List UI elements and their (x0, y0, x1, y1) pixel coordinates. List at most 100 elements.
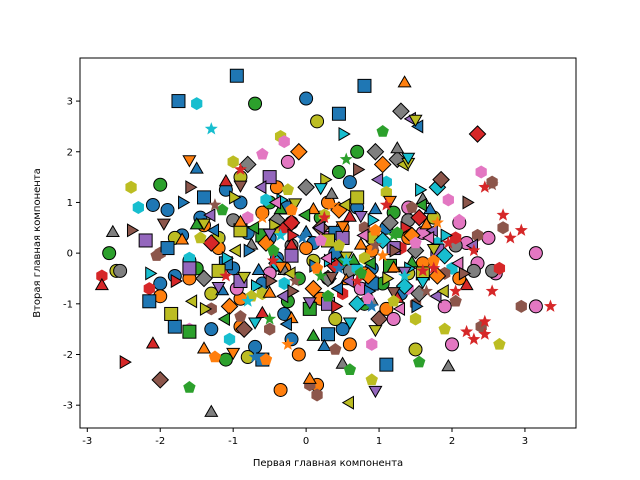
data-point-circle (331, 165, 346, 180)
data-point-circle (248, 96, 263, 111)
data-point-square (182, 261, 197, 276)
data-point-circle (310, 114, 325, 129)
data-point-pentagon (256, 147, 269, 160)
data-point-diamond (468, 125, 487, 143)
data-point-circle (160, 203, 175, 218)
data-point-star (460, 324, 474, 338)
data-point-triangle-up (105, 224, 120, 237)
data-point-star (255, 210, 269, 224)
data-point-square (171, 94, 186, 109)
data-point-star (485, 177, 499, 191)
data-point-triangle-up (175, 232, 190, 245)
data-point-star (467, 243, 481, 257)
data-point-triangle-up (255, 305, 270, 319)
data-point-pentagon (449, 294, 462, 307)
data-point-triangle-up (284, 237, 299, 250)
data-point-triangle-down (368, 385, 383, 399)
data-point-triangle-right (353, 162, 366, 177)
data-point-circle (335, 322, 350, 337)
data-point-triangle-down (342, 317, 357, 330)
data-point-square (357, 78, 372, 93)
data-point-circle (328, 312, 343, 327)
data-point-triangle-up (306, 328, 321, 341)
data-point-star (350, 274, 364, 287)
data-point-triangle-down (368, 325, 383, 338)
x-tick-label: -3 (82, 436, 92, 447)
data-point-hexagon (264, 322, 276, 336)
data-point-triangle-up (317, 338, 332, 351)
x-tick-label: -2 (155, 436, 165, 447)
data-point-triangle-right (462, 195, 475, 210)
data-point-circle (273, 382, 288, 397)
data-point-triangle-left (363, 256, 376, 271)
x-tick-label: 0 (303, 436, 309, 447)
data-point-square (164, 306, 179, 321)
data-point-circle (102, 246, 117, 261)
data-point-diamond (348, 294, 367, 313)
data-point-triangle-down (248, 317, 263, 330)
data-point-diamond (395, 277, 414, 295)
data-point-triangle-down (324, 271, 339, 285)
data-point-triangle-right (415, 182, 428, 197)
data-point-triangle-up (368, 201, 383, 215)
data-point-triangle-left (370, 172, 384, 187)
data-point-triangle-up (353, 237, 368, 250)
data-point-hexagon (409, 312, 422, 326)
data-point-hexagon (475, 165, 487, 179)
data-point-star (241, 294, 255, 307)
y-axis-label: Вторая главная компонента (32, 168, 43, 318)
data-point-star (379, 198, 393, 211)
data-point-pentagon (321, 289, 335, 302)
data-point-star (467, 332, 481, 345)
data-point-triangle-right (243, 243, 256, 258)
data-point-diamond (428, 267, 447, 285)
data-point-triangle-down (262, 228, 277, 242)
data-point-circle (342, 175, 357, 190)
data-point-hexagon (227, 155, 239, 169)
data-point-triangle-left (338, 197, 351, 213)
data-point-triangle-down (313, 183, 328, 196)
data-point-triangle-up (419, 217, 434, 230)
data-point-pentagon (267, 244, 280, 256)
data-point-diamond (366, 142, 385, 161)
data-point-hexagon (366, 337, 378, 351)
data-point-circle (408, 342, 423, 357)
data-point-triangle-up (262, 285, 277, 298)
data-point-diamond (202, 234, 221, 252)
data-point-star (496, 208, 510, 221)
x-tick-label: -1 (228, 436, 238, 447)
data-point-star (325, 198, 339, 211)
data-point-pentagon (234, 309, 247, 322)
data-point-star (219, 269, 233, 282)
points-layer (94, 68, 557, 417)
data-point-triangle-up (386, 260, 401, 273)
data-point-star (503, 231, 517, 244)
x-axis-label: Первая главная компонента (253, 458, 403, 469)
data-point-triangle-up (233, 214, 248, 227)
data-point-star (514, 223, 528, 236)
data-point-circle (386, 312, 401, 327)
data-point-triangle-up (459, 277, 474, 291)
data-point-diamond (410, 208, 429, 227)
data-point-triangle-down (273, 261, 288, 274)
data-point-triangle-down (415, 276, 430, 290)
data-point-circle (481, 230, 496, 245)
data-point-circle (291, 347, 306, 362)
data-point-star (416, 264, 430, 277)
data-point-pentagon (405, 201, 419, 213)
data-point-triangle-right (170, 273, 183, 289)
data-point-triangle-right (411, 299, 424, 314)
data-point-pentagon (216, 203, 229, 216)
data-point-triangle-right (199, 301, 213, 316)
data-point-triangle-left (451, 256, 464, 271)
data-point-square (197, 190, 211, 205)
data-point-circle (350, 144, 365, 159)
data-point-pentagon (412, 355, 426, 368)
data-point-triangle-left (341, 395, 354, 410)
data-point-star (478, 327, 492, 340)
data-point-square (229, 68, 244, 83)
data-point-star (427, 261, 441, 274)
data-point-triangle-up (342, 209, 357, 222)
data-point-triangle-right (389, 243, 402, 258)
data-point-pentagon (365, 373, 378, 386)
